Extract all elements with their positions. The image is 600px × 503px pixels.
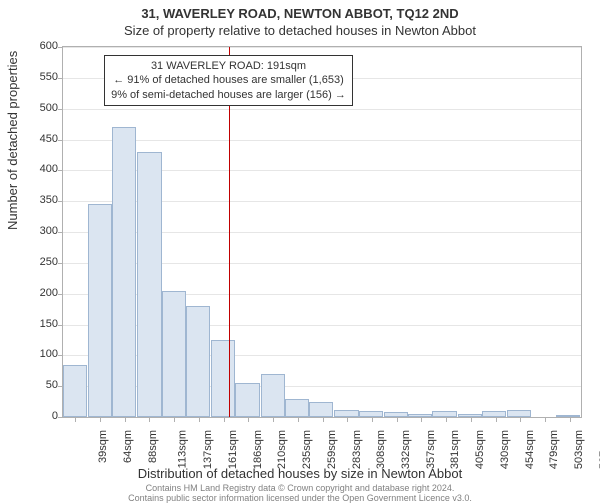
x-tick-label: 357sqm (425, 430, 437, 469)
histogram-bar (507, 410, 531, 417)
histogram-plot: 31 WAVERLEY ROAD: 191sqm← 91% of detache… (62, 46, 582, 418)
histogram-bar (458, 414, 482, 417)
histogram-bar (88, 204, 112, 417)
x-tick-label: 235sqm (301, 430, 313, 469)
gridline (63, 109, 581, 110)
histogram-bar (211, 340, 235, 417)
x-tick-mark (149, 417, 150, 422)
histogram-bar (137, 152, 161, 417)
x-tick-mark (421, 417, 422, 422)
x-tick-mark (224, 417, 225, 422)
footnote-2: Contains public sector information licen… (0, 493, 600, 503)
y-tick-label: 600 (30, 40, 58, 52)
y-tick-mark (58, 232, 63, 233)
histogram-bar (359, 411, 383, 417)
x-tick-label: 454sqm (524, 430, 536, 469)
y-axis-title: Number of detached properties (5, 51, 20, 230)
annotation-line-3: 9% of semi-detached houses are larger (1… (111, 88, 346, 102)
y-tick-label: 50 (30, 379, 58, 391)
histogram-bar (334, 410, 358, 417)
x-tick-label: 503sqm (573, 430, 585, 469)
y-tick-mark (58, 294, 63, 295)
x-tick-label: 113sqm (177, 430, 189, 468)
y-tick-label: 350 (30, 194, 58, 206)
x-tick-label: 479sqm (549, 430, 561, 469)
x-tick-label: 88sqm (147, 430, 159, 463)
y-tick-mark (58, 201, 63, 202)
y-tick-label: 250 (30, 256, 58, 268)
y-tick-label: 550 (30, 71, 58, 83)
x-tick-mark (323, 417, 324, 422)
histogram-bar (556, 415, 580, 417)
footnote-1: Contains HM Land Registry data © Crown c… (0, 483, 600, 493)
gridline (63, 47, 581, 48)
x-tick-label: 137sqm (202, 430, 214, 469)
x-tick-mark (174, 417, 175, 422)
histogram-bar (482, 411, 506, 417)
page-subtitle: Size of property relative to detached ho… (0, 21, 600, 38)
y-tick-mark (58, 325, 63, 326)
x-tick-label: 186sqm (252, 430, 264, 469)
x-tick-mark (520, 417, 521, 422)
x-tick-mark (446, 417, 447, 422)
x-tick-label: 332sqm (400, 430, 412, 469)
x-tick-mark (347, 417, 348, 422)
y-tick-mark (58, 140, 63, 141)
x-tick-label: 259sqm (326, 430, 338, 469)
x-tick-label: 308sqm (375, 430, 387, 469)
x-tick-label: 161sqm (227, 430, 239, 469)
y-tick-label: 100 (30, 348, 58, 360)
x-tick-mark (545, 417, 546, 422)
gridline (63, 140, 581, 141)
annotation-line-2: ← 91% of detached houses are smaller (1,… (111, 73, 346, 87)
histogram-bar (162, 291, 186, 417)
histogram-bar (235, 383, 259, 417)
y-tick-label: 450 (30, 133, 58, 145)
page-title: 31, WAVERLEY ROAD, NEWTON ABBOT, TQ12 2N… (0, 0, 600, 21)
histogram-bar (63, 365, 87, 417)
y-tick-label: 500 (30, 102, 58, 114)
x-tick-mark (298, 417, 299, 422)
x-tick-mark (471, 417, 472, 422)
histogram-bar (112, 127, 136, 417)
histogram-bar (186, 306, 210, 417)
histogram-bar (261, 374, 285, 417)
y-tick-label: 0 (30, 410, 58, 422)
x-tick-mark (199, 417, 200, 422)
histogram-bar (408, 414, 432, 417)
y-tick-label: 150 (30, 318, 58, 330)
x-tick-mark (496, 417, 497, 422)
x-tick-mark (372, 417, 373, 422)
y-tick-label: 200 (30, 287, 58, 299)
annotation-box: 31 WAVERLEY ROAD: 191sqm← 91% of detache… (104, 55, 353, 106)
y-tick-mark (58, 417, 63, 418)
x-tick-mark (248, 417, 249, 422)
y-tick-label: 300 (30, 225, 58, 237)
x-tick-mark (125, 417, 126, 422)
x-tick-label: 381sqm (450, 430, 462, 469)
y-tick-mark (58, 170, 63, 171)
y-tick-mark (58, 78, 63, 79)
y-tick-mark (58, 263, 63, 264)
x-tick-label: 210sqm (276, 430, 288, 469)
x-tick-mark (397, 417, 398, 422)
histogram-bar (309, 402, 333, 417)
x-tick-mark (273, 417, 274, 422)
y-tick-mark (58, 47, 63, 48)
y-tick-label: 400 (30, 163, 58, 175)
x-tick-mark (100, 417, 101, 422)
x-tick-label: 39sqm (97, 430, 109, 463)
x-tick-label: 405sqm (474, 430, 486, 469)
y-tick-mark (58, 109, 63, 110)
x-tick-label: 64sqm (122, 430, 134, 463)
histogram-bar (285, 399, 309, 418)
x-tick-label: 430sqm (499, 430, 511, 469)
histogram-bar (432, 411, 456, 417)
annotation-line-1: 31 WAVERLEY ROAD: 191sqm (111, 59, 346, 73)
x-tick-mark (75, 417, 76, 422)
y-tick-mark (58, 355, 63, 356)
x-tick-mark (570, 417, 571, 422)
x-tick-label: 283sqm (351, 430, 363, 469)
